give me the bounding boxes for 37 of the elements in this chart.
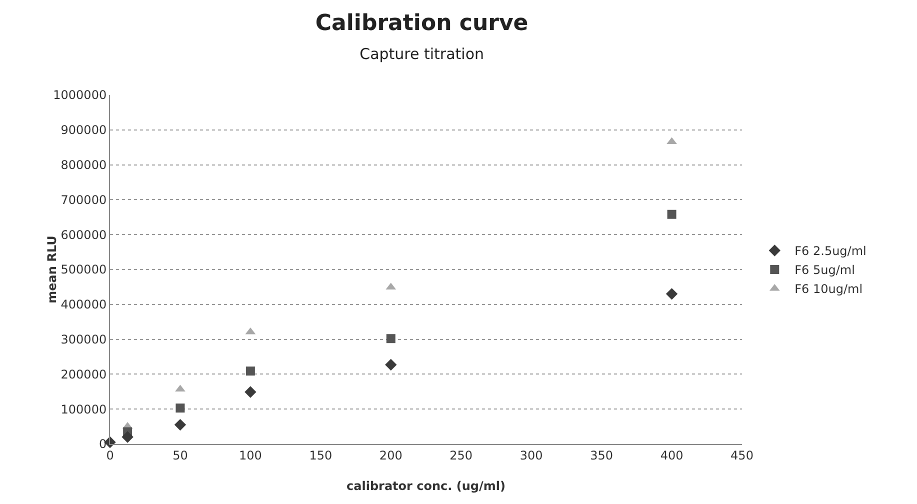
point — [386, 334, 396, 344]
point — [246, 366, 255, 376]
point — [244, 386, 256, 398]
y-tick-label: 200000 — [60, 367, 107, 382]
x-axis-title: calibrator conc. (ug/ml) — [346, 479, 506, 493]
x-tick-label: 450 — [730, 448, 754, 462]
x-tick-label: 250 — [450, 448, 473, 462]
legend-label: F6 2.5ug/ml — [794, 244, 866, 258]
point — [666, 288, 678, 300]
point — [122, 431, 134, 443]
legend-label: F6 10ug/ml — [794, 282, 863, 296]
x-tick-label: 200 — [379, 448, 402, 462]
x-tick-label: 400 — [660, 448, 684, 462]
y-tick-label: 500000 — [60, 262, 107, 277]
x-tick-label: 100 — [238, 448, 262, 462]
x-tick-label: 300 — [520, 448, 543, 462]
y-tick-label: 400000 — [60, 298, 107, 312]
point — [174, 418, 186, 431]
y-tick-label: 900000 — [60, 123, 107, 138]
y-tick-label: 700000 — [60, 192, 107, 207]
y-tick-label: 1000000 — [53, 88, 107, 102]
chart-subtitle: Capture titration — [360, 44, 484, 63]
x-tick-label: 50 — [172, 448, 188, 462]
y-tick-label: 300000 — [60, 332, 107, 346]
point — [176, 404, 185, 413]
x-tick-label: 150 — [309, 448, 332, 462]
point — [667, 210, 676, 219]
y-tick-label: 100000 — [60, 402, 107, 416]
y-axis-title: mean RLU — [44, 236, 59, 304]
x-tick-label: 350 — [590, 448, 614, 462]
y-tick-label: 0 — [98, 437, 107, 452]
y-tick-label: 600000 — [60, 228, 107, 242]
point — [385, 358, 397, 371]
y-tick-label: 800000 — [60, 158, 107, 172]
point — [666, 137, 677, 144]
legend-label: F6 5ug/ml — [794, 263, 855, 278]
chart-title: Calibration curve — [315, 11, 528, 36]
